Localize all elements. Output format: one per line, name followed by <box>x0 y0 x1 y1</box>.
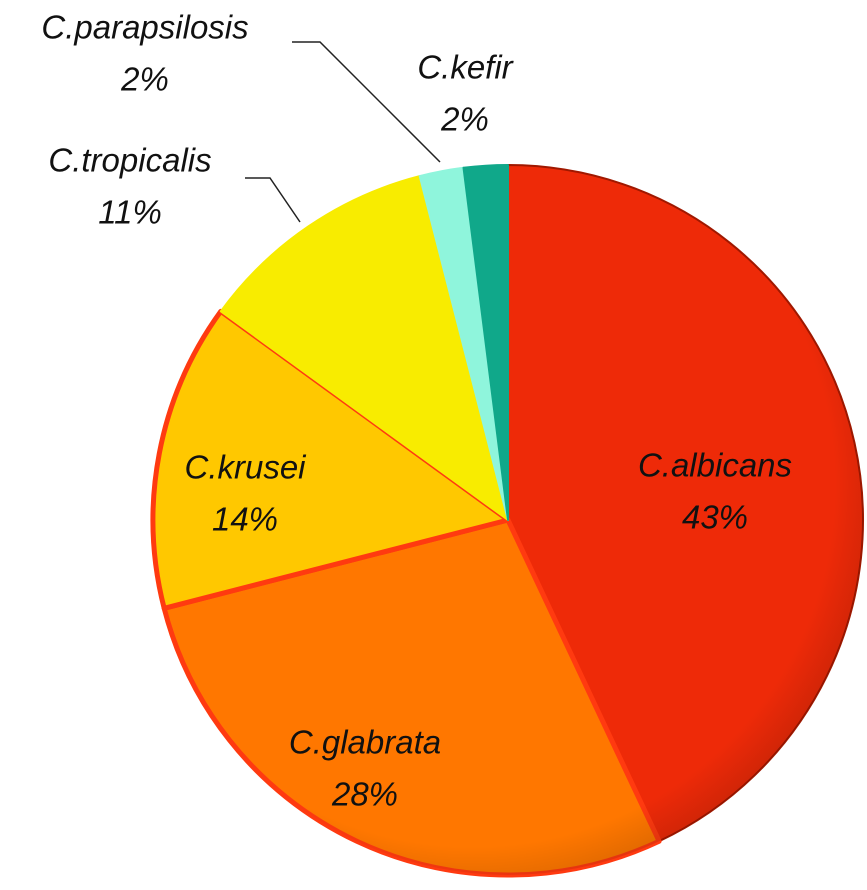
slice-label: C.tropicalis <box>48 142 211 179</box>
slice-label: C.kefir <box>417 49 514 86</box>
slice-value-label: 11% <box>98 194 162 231</box>
slice-value-label: 2% <box>120 61 169 98</box>
slice-label: C.parapsilosis <box>41 9 248 46</box>
slice-value-label: 28% <box>331 776 398 813</box>
leader-line <box>292 41 441 163</box>
slice-value-label: 43% <box>682 499 748 536</box>
slice-value-label: 14% <box>212 501 278 538</box>
slice-label: C.glabrata <box>289 724 441 761</box>
slice-value-label: 2% <box>440 101 489 138</box>
labels: C.albicans 43% C.glabrata 28% C.krusei 14% C.t… <box>41 9 792 813</box>
slice-label: C.krusei <box>184 449 307 486</box>
leader-line <box>245 177 301 223</box>
slice-label: C.albicans <box>638 447 792 484</box>
